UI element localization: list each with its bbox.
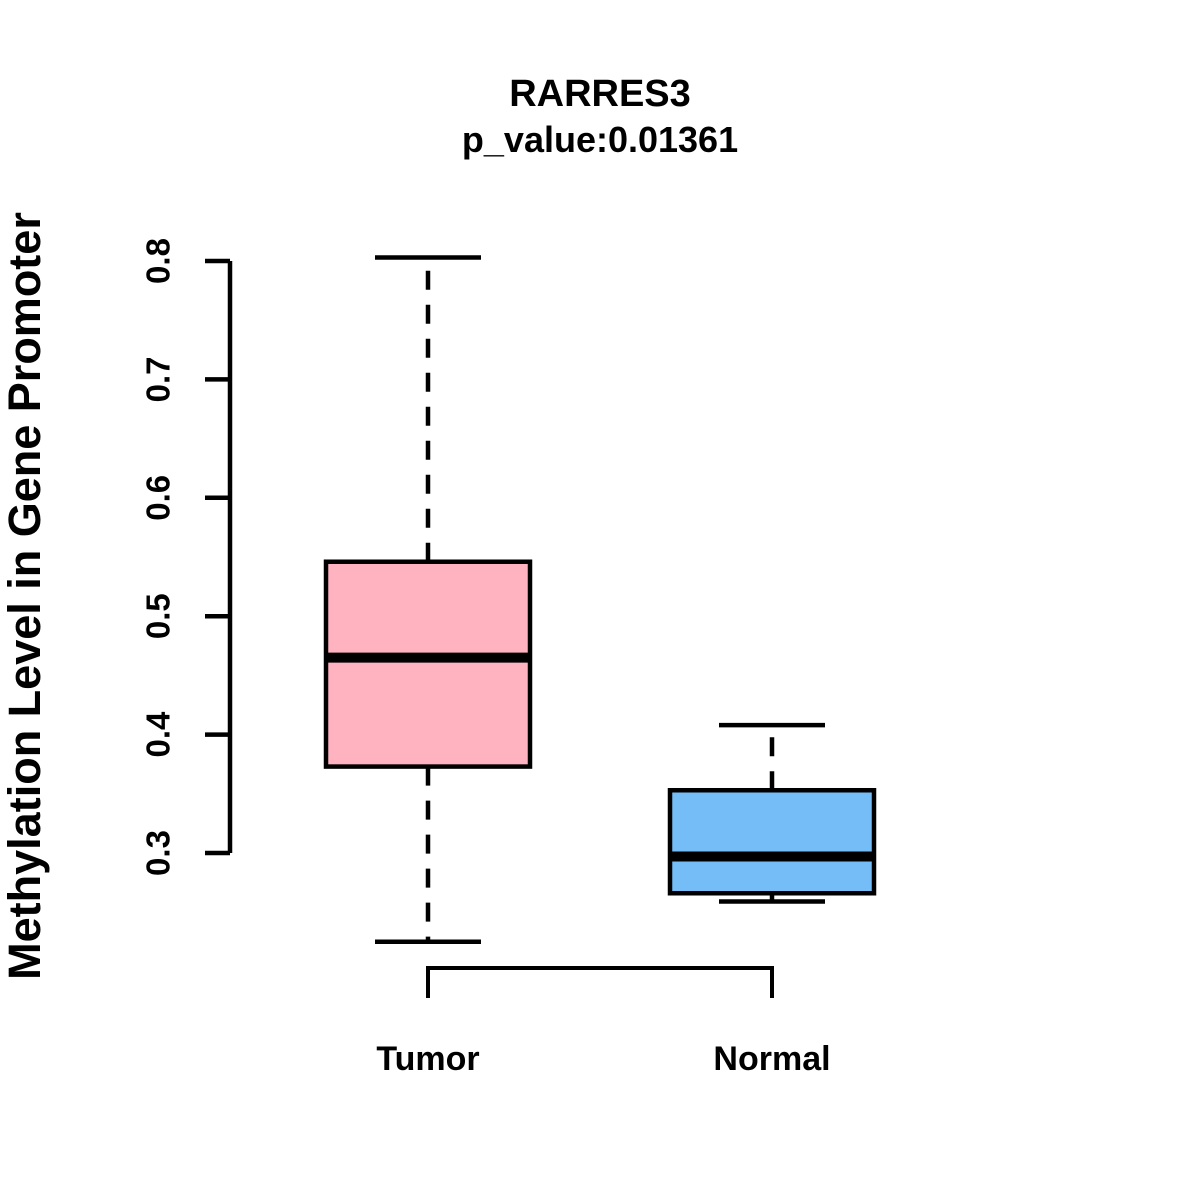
- x-category-label-tumor: Tumor: [376, 1040, 479, 1078]
- y-tick-label: 0.6: [140, 475, 177, 521]
- plot-area: 0.3 0.4 0.5 0.6 0.7 0.8 Tumor Normal: [140, 238, 877, 1078]
- box-tumor: [323, 559, 533, 769]
- box-normal: [667, 787, 877, 896]
- comparison-bracket: [426, 966, 774, 998]
- chart-subtitle: p_value:0.01361: [462, 119, 738, 160]
- y-tick-label: 0.8: [140, 238, 177, 284]
- x-category-label-normal: Normal: [713, 1040, 830, 1078]
- y-tick-label: 0.5: [140, 593, 177, 639]
- y-tick-label: 0.7: [140, 356, 177, 402]
- y-axis-title: Methylation Level in Gene Promoter: [0, 212, 50, 980]
- y-tick-label: 0.3: [140, 830, 177, 876]
- chart-title: RARRES3: [509, 73, 691, 115]
- y-tick-label: 0.4: [140, 711, 177, 758]
